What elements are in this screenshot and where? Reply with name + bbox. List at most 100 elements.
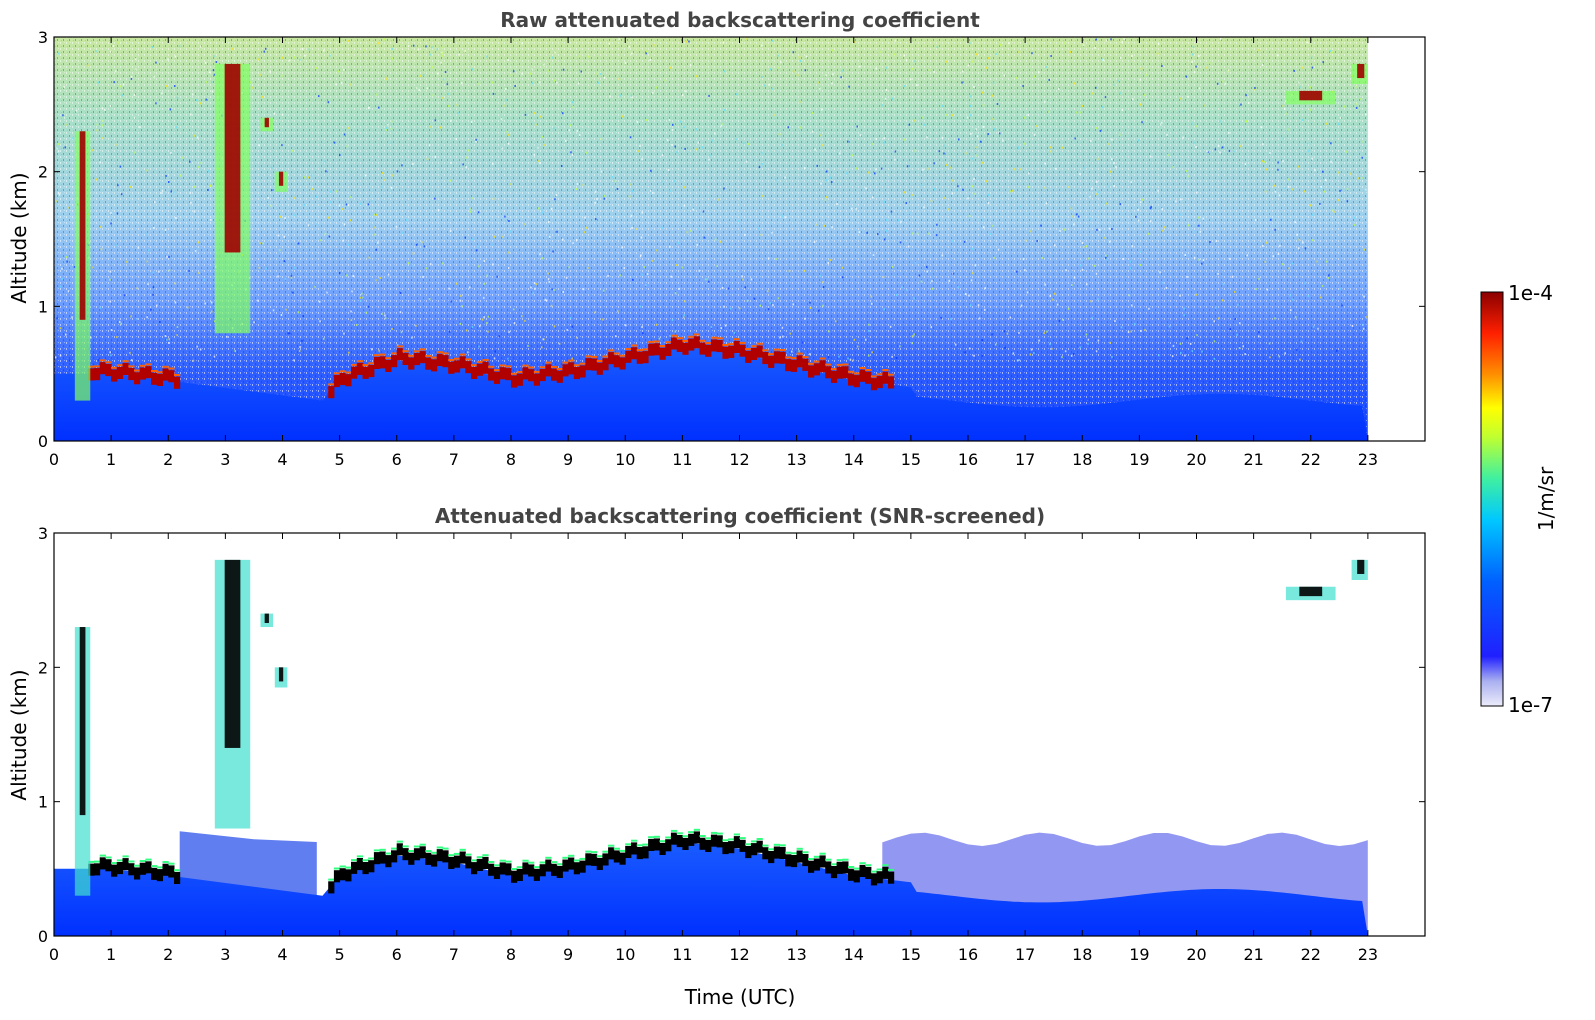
noise-speckle: [407, 262, 410, 265]
noise-speckle: [971, 157, 974, 160]
noise-speckle: [1360, 98, 1362, 100]
aerosol-top: [670, 832, 678, 845]
noise-speckle: [936, 223, 938, 226]
noise-speckle: [188, 269, 190, 272]
noise-speckle: [66, 260, 68, 263]
x-tick-label: 12: [729, 450, 749, 469]
noise-speckle: [576, 129, 578, 132]
noise-speckle: [984, 287, 986, 290]
noise-speckle: [1048, 78, 1050, 81]
aerosol-top-edge: [162, 861, 169, 863]
noise-speckle: [701, 146, 704, 149]
noise-speckle: [1288, 267, 1290, 270]
noise-speckle: [399, 292, 402, 294]
noise-speckle: [996, 103, 999, 105]
aerosol-top: [419, 351, 426, 364]
noise-speckle: [568, 266, 570, 269]
aerosol-top-edge: [94, 365, 101, 368]
noise-speckle: [778, 133, 781, 136]
noise-speckle: [935, 234, 938, 237]
noise-speckle: [858, 231, 861, 234]
noise-speckle: [203, 278, 205, 281]
noise-speckle: [350, 196, 352, 199]
noise-speckle: [1157, 189, 1159, 192]
x-tick-label: 0: [49, 945, 59, 964]
noise-speckle: [1109, 341, 1111, 344]
aerosol-top: [385, 359, 392, 372]
noise-speckle: [1011, 189, 1014, 192]
noise-speckle: [897, 219, 900, 222]
noise-speckle: [432, 94, 435, 97]
noise-speckle: [973, 86, 975, 88]
noise-speckle: [823, 224, 825, 227]
noise-speckle: [968, 347, 971, 350]
aerosol-top-edge: [511, 868, 518, 870]
noise-speckle: [577, 82, 580, 85]
noise-speckle: [1099, 228, 1101, 231]
noise-speckle: [848, 85, 850, 88]
noise-speckle: [614, 180, 617, 183]
noise-speckle: [883, 238, 886, 241]
noise-speckle: [92, 266, 94, 269]
noise-speckle: [571, 325, 574, 328]
noise-speckle: [650, 191, 652, 194]
noise-speckle: [1302, 241, 1304, 244]
noise-speckle: [1312, 239, 1314, 242]
noise-speckle: [1255, 288, 1257, 291]
noise-speckle: [595, 218, 597, 221]
noise-speckle: [1193, 71, 1196, 74]
noise-speckle: [1160, 123, 1162, 126]
noise-speckle: [1067, 307, 1070, 310]
noise-speckle: [196, 345, 198, 348]
noise-speckle: [101, 124, 103, 127]
aerosol-top-edge: [865, 864, 872, 867]
noise-speckle: [120, 322, 122, 325]
noise-speckle: [168, 181, 170, 183]
noise-speckle: [1012, 352, 1015, 355]
noise-speckle: [277, 275, 279, 278]
noise-speckle: [774, 113, 776, 116]
noise-speckle: [649, 58, 651, 61]
aerosol-top-edge: [116, 859, 124, 862]
noise-speckle: [630, 214, 633, 217]
noise-speckle: [942, 105, 944, 107]
aerosol-top: [591, 853, 598, 866]
noise-speckle: [1104, 236, 1106, 239]
noise-speckle: [637, 150, 639, 153]
noise-speckle: [521, 315, 523, 318]
noise-speckle: [343, 133, 346, 136]
noise-speckle: [1068, 186, 1070, 188]
noise-speckle: [62, 114, 64, 117]
noise-speckle: [909, 78, 912, 81]
noise-speckle: [1172, 166, 1175, 169]
noise-speckle: [109, 300, 111, 303]
noise-speckle: [831, 226, 833, 229]
aerosol-top: [379, 356, 386, 369]
noise-speckle: [1130, 260, 1132, 263]
panel-title: Attenuated backscattering coefficient (S…: [435, 504, 1045, 528]
noise-speckle: [1180, 351, 1182, 354]
noise-speckle: [339, 154, 341, 157]
x-tick-label: 4: [277, 450, 287, 469]
noise-speckle: [346, 145, 349, 148]
noise-speckle: [345, 203, 348, 206]
aerosol-top-edge: [373, 849, 381, 852]
noise-speckle: [1075, 213, 1078, 216]
noise-speckle: [343, 332, 345, 335]
noise-speckle: [448, 287, 450, 290]
x-tick-label: 21: [1243, 450, 1263, 469]
noise-speckle: [885, 89, 888, 91]
aerosol-top: [368, 860, 375, 873]
noise-speckle: [130, 76, 133, 78]
noise-speckle: [553, 79, 555, 82]
noise-speckle: [621, 246, 623, 249]
noise-speckle: [1289, 294, 1291, 297]
noise-speckle: [555, 194, 558, 196]
noise-speckle: [1266, 241, 1268, 244]
noise-speckle: [822, 281, 824, 283]
noise-speckle: [508, 220, 510, 222]
noise-speckle: [611, 175, 614, 178]
noise-speckle: [1062, 319, 1064, 321]
noise-speckle: [893, 53, 896, 56]
aerosol-top: [385, 855, 392, 868]
